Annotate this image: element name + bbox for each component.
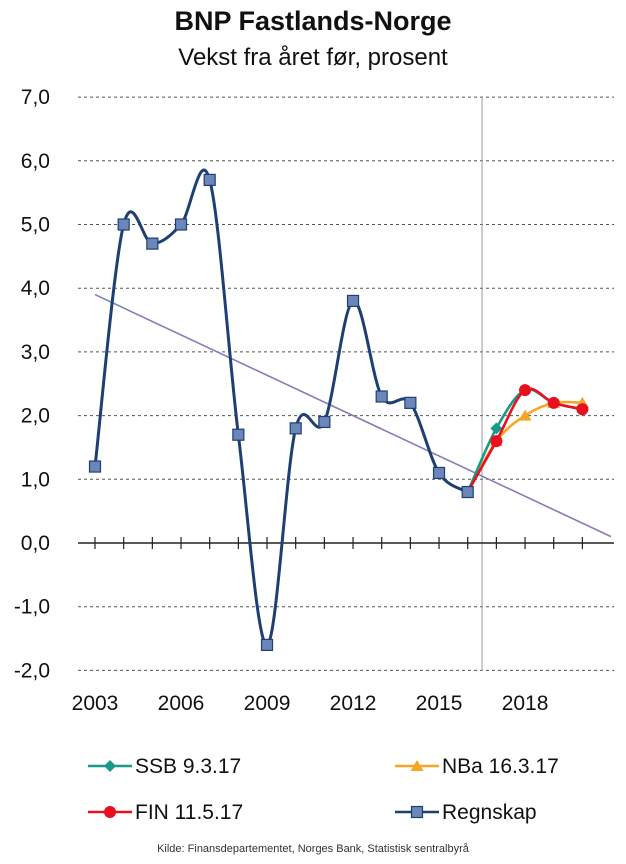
legend-label: NBa 16.3.17: [442, 755, 559, 778]
chart-title: BNP Fastlands-Norge: [174, 6, 452, 36]
legend-label: Regnskap: [442, 801, 537, 824]
legend-swatch-marker: [410, 805, 424, 819]
data-point: [88, 460, 102, 473]
legend-label: SSB 9.3.17: [135, 755, 241, 778]
x-tick-label: 2012: [330, 692, 377, 715]
series-regnskap: [88, 168, 474, 652]
y-tick-label: 0,0: [21, 532, 50, 555]
y-tick-label: 3,0: [21, 341, 50, 364]
legend-swatch-marker: [410, 760, 424, 771]
data-point: [375, 390, 388, 403]
legend-label: FIN 11.5.17: [135, 801, 243, 824]
y-tick-label: 6,0: [21, 150, 50, 173]
data-point: [318, 415, 331, 429]
data-point: [519, 384, 532, 397]
y-tick-label: 1,0: [21, 468, 50, 491]
data-point: [289, 422, 302, 435]
x-tick-label: 2009: [244, 692, 291, 715]
data-point: [490, 435, 503, 448]
y-tick-label: 7,0: [21, 86, 50, 109]
series-fin-11-5-17: [466, 384, 589, 493]
data-point: [346, 294, 360, 308]
data-point: [174, 218, 188, 231]
data-point: [461, 485, 474, 499]
y-tick-label: 4,0: [21, 277, 50, 300]
axes: 7,0 6,0 5,0 4,0 3,0 2,0 1,0 0,0 -1,0 -2,0 2003 2006…: [14, 86, 614, 715]
y-tick-label: 2,0: [21, 405, 50, 428]
legend-swatch-marker: [104, 760, 116, 772]
data-point: [576, 403, 589, 416]
data-point: [117, 218, 130, 231]
data-point: [232, 428, 245, 441]
y-tick-label: -1,0: [14, 596, 50, 619]
legend-item: SSB 9.3.17: [88, 755, 241, 778]
series-line: [466, 387, 583, 493]
source-note: Kilde: Finansdepartementet, Norges Bank,…: [157, 843, 469, 855]
legend-item: FIN 11.5.17: [88, 801, 243, 824]
x-tick-label: 2018: [502, 692, 549, 715]
data-point: [404, 396, 417, 409]
legend-item: NBa 16.3.17: [395, 755, 559, 778]
data-point: [203, 173, 216, 187]
series-ssb-9-3-17: [466, 384, 589, 493]
data-point: [547, 396, 560, 409]
legend-swatch-marker: [104, 806, 116, 818]
legend: SSB 9.3.17 NBa 16.3.17 FIN 11.5.17 Regnskap: [88, 755, 559, 824]
chart-subtitle: Vekst fra året før, prosent: [178, 44, 448, 71]
data-point: [146, 237, 159, 250]
data-point: [490, 422, 503, 435]
data-point: [518, 409, 532, 421]
x-tick-label: 2015: [416, 692, 463, 715]
x-tick-label: 2003: [72, 692, 119, 715]
trendline: [94, 293, 612, 538]
x-tick-label: 2006: [158, 692, 205, 715]
legend-item: Regnskap: [395, 801, 537, 824]
data-point: [432, 466, 446, 480]
y-tick-label: 5,0: [21, 214, 50, 237]
y-tick-label: -2,0: [14, 659, 50, 682]
gridlines: [78, 96, 614, 671]
series-lines: [88, 168, 612, 652]
data-point: [260, 638, 274, 652]
